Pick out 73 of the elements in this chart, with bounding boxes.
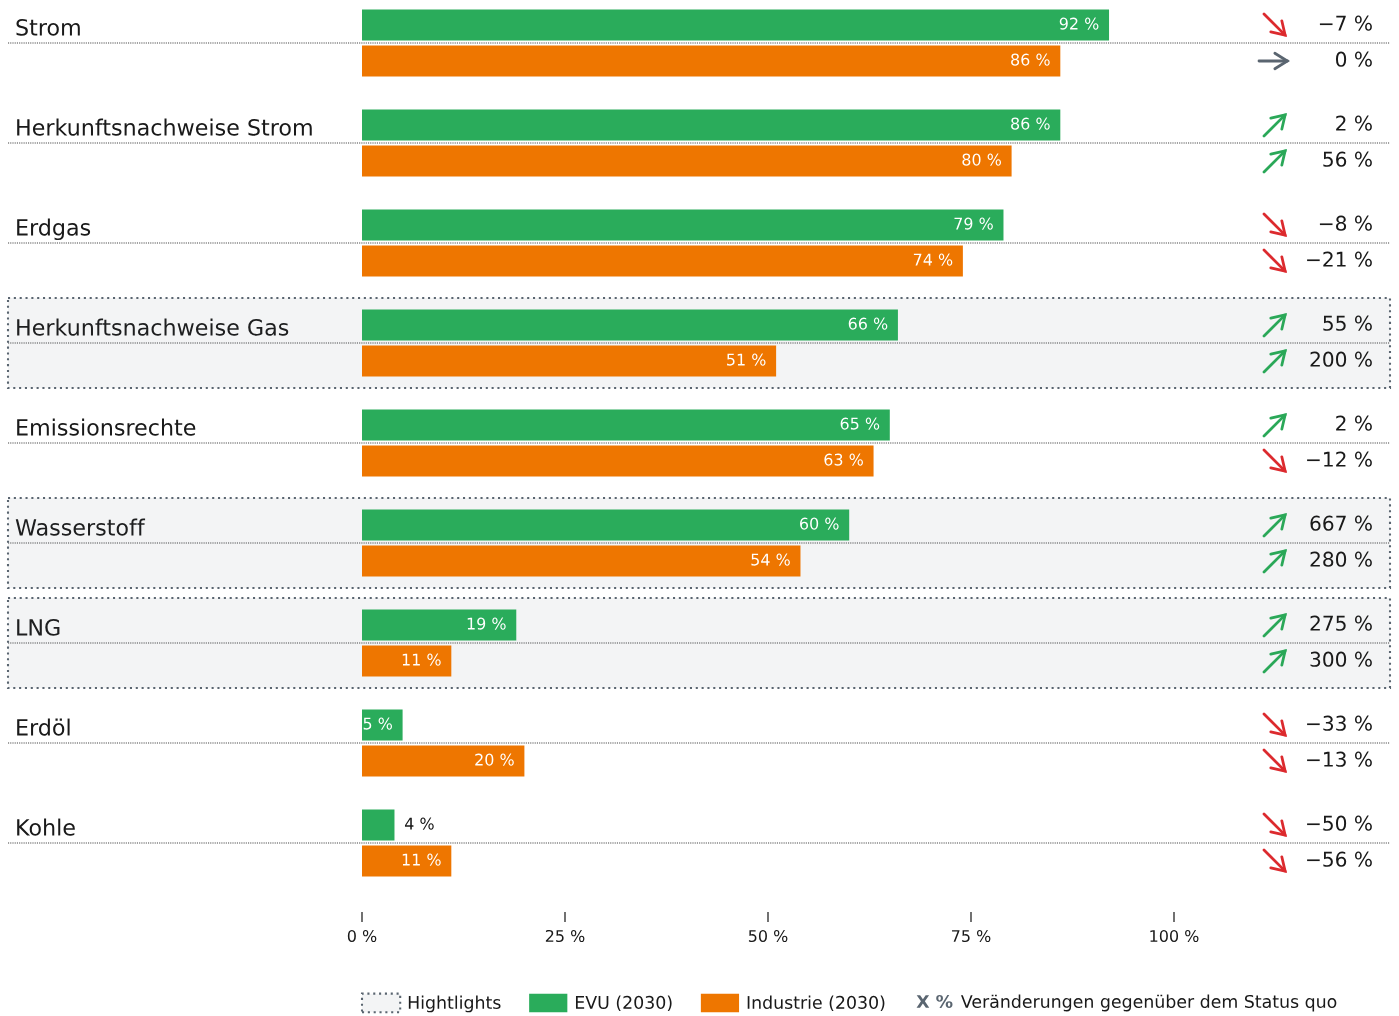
text: 2 %: [1336, 115, 1372, 131]
bar: [362, 809, 395, 841]
bar: [362, 345, 777, 377]
data-label: 92 %: [1059, 17, 1099, 30]
text: Veränderungen gegenüber dem Status quo: [960, 994, 1337, 1012]
bar: [362, 45, 1061, 77]
text: X %: [916, 994, 953, 1009]
data-label: 51 %: [727, 353, 766, 366]
data-label: 65 %: [840, 417, 880, 430]
bar: [362, 745, 525, 777]
text: 0 %: [1335, 51, 1372, 67]
y-tick-label: Erdöl: [17, 718, 70, 736]
legend-label: Industrie (2030): [747, 995, 885, 1012]
data-label: 19 %: [467, 617, 506, 630]
data-label: 80 %: [962, 153, 1001, 166]
text: 275 %: [1310, 615, 1372, 631]
y-tick-label: LNG: [17, 618, 60, 636]
text: 56 %: [1323, 151, 1372, 167]
y-tick-label: Emissionsrechte: [17, 418, 196, 436]
x-tick-label: 75 %: [952, 929, 991, 942]
y-tick-label: Herkunftsnachweise Gas: [17, 318, 289, 336]
bar: [362, 309, 898, 341]
bar: [362, 9, 1110, 41]
bar: [362, 709, 403, 741]
text: −33 %: [1307, 715, 1372, 731]
data-label: 4 %: [404, 817, 434, 830]
bar: [362, 545, 801, 577]
text: 2 %: [1336, 415, 1372, 431]
x-tick-label: 25 %: [545, 929, 585, 942]
data-label: 79 %: [954, 217, 993, 230]
text: 280 %: [1310, 551, 1372, 567]
data-label: 20 %: [475, 753, 514, 766]
y-tick-label: Herkunftsnachweise Strom: [17, 118, 312, 136]
bar: [362, 609, 517, 641]
data-label: 86 %: [1011, 117, 1050, 130]
text: 667 %: [1310, 515, 1372, 531]
legend-label: EVU (2030): [575, 995, 672, 1012]
bar: [362, 109, 1061, 141]
bar: [362, 645, 452, 677]
bar: [362, 245, 963, 277]
text: −21 %: [1307, 251, 1372, 267]
y-tick-label: Erdgas: [17, 218, 91, 241]
data-label: 66 %: [848, 317, 888, 330]
x-tick-label: 50 %: [748, 929, 788, 942]
text: 55 %: [1323, 315, 1372, 331]
y-tick-label: Kohle: [17, 818, 75, 836]
text: 200 %: [1310, 351, 1372, 367]
text: −50 %: [1307, 815, 1372, 831]
text: −8 %: [1319, 215, 1372, 231]
data-label: 54 %: [751, 553, 790, 566]
data-label: 60 %: [800, 517, 839, 530]
y-tick-label: Strom: [16, 18, 80, 36]
x-tick-label: 0 %: [347, 929, 377, 942]
text: −7 %: [1319, 15, 1372, 31]
legend-label: Hightlights: [408, 995, 501, 1013]
data-label: 11 %: [402, 853, 441, 866]
bar: [362, 445, 874, 477]
bar: [362, 845, 452, 877]
text: −12 %: [1307, 451, 1372, 467]
bar: [362, 209, 1004, 241]
bar: [362, 509, 850, 541]
bar: [362, 409, 890, 441]
x-tick-label: 100 %: [1150, 929, 1199, 942]
bar: [362, 145, 1012, 177]
data-label: 63 %: [824, 453, 863, 466]
text: −56 %: [1307, 851, 1372, 867]
data-label: 11 %: [402, 653, 441, 666]
y-tick-label: Wasserstoff: [15, 518, 146, 536]
text: −13 %: [1307, 751, 1372, 767]
data-label: 86 %: [1011, 53, 1050, 66]
data-label: 5 %: [363, 717, 392, 730]
text: 300 %: [1310, 651, 1372, 667]
data-label: 74 %: [913, 253, 953, 266]
